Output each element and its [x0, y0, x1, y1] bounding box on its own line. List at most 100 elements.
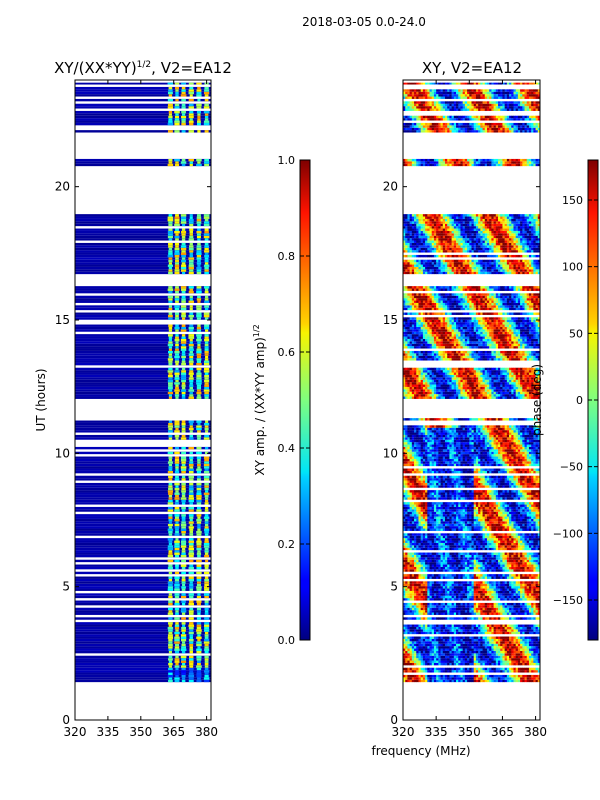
heatmap-cell — [467, 636, 470, 639]
heatmap-cell — [504, 641, 508, 644]
heatmap-cell — [425, 552, 428, 555]
heatmap-cell — [506, 641, 510, 644]
heatmap-cell — [447, 624, 450, 627]
heatmap-cell — [181, 382, 186, 385]
heatmap-cell — [517, 643, 521, 647]
heatmap-cell — [456, 540, 459, 543]
heatmap-cell — [188, 624, 195, 627]
heatmap-cell — [500, 612, 503, 615]
heatmap-cell — [444, 581, 448, 584]
heatmap-cell — [509, 586, 512, 589]
heatmap-cell — [167, 538, 174, 541]
heatmap-cell — [174, 446, 180, 450]
heatmap-cell — [174, 242, 180, 246]
heatmap-cell — [438, 626, 441, 630]
heatmap-cell — [522, 660, 525, 663]
heatmap-cell — [438, 542, 441, 546]
heatmap-cell — [520, 653, 523, 656]
heatmap-row — [75, 547, 211, 551]
heatmap-cell — [526, 542, 530, 546]
heatmap-cell — [447, 626, 450, 630]
heatmap-cell — [442, 576, 446, 579]
heatmap-cell — [471, 595, 475, 599]
heatmap-cell — [436, 677, 439, 680]
heatmap-cell — [196, 362, 202, 366]
heatmap-cell — [168, 228, 173, 231]
heatmap-cell — [196, 288, 202, 291]
heatmap-cell — [420, 574, 424, 577]
right-heatmap-image — [403, 82, 541, 683]
heatmap-cell — [175, 466, 179, 469]
heatmap-cell — [498, 590, 501, 594]
heatmap-cell — [75, 218, 211, 222]
heatmap-cell — [429, 641, 433, 644]
heatmap-cell — [504, 588, 508, 591]
heatmap-cell — [189, 530, 194, 534]
heatmap-cell — [469, 648, 472, 651]
heatmap-cell — [495, 643, 499, 647]
heatmap-cell — [442, 538, 446, 541]
heatmap-cell — [458, 538, 461, 541]
heatmap-cell — [438, 538, 441, 541]
heatmap-cell — [168, 458, 173, 462]
heatmap-cell — [524, 583, 528, 587]
heatmap-cell — [489, 547, 492, 551]
heatmap-cell — [469, 590, 472, 594]
heatmap-cell — [456, 562, 459, 565]
heatmap-cell — [526, 535, 530, 539]
heatmap-cell — [181, 130, 186, 133]
heatmap-cell — [180, 252, 187, 255]
heatmap-cell — [467, 658, 470, 661]
heatmap-cell — [174, 626, 180, 630]
heatmap-cell — [453, 588, 457, 591]
heatmap-cell — [180, 247, 187, 251]
heatmap-row — [75, 247, 211, 251]
heatmap-cell — [491, 557, 494, 560]
heatmap-cell — [531, 667, 534, 671]
heatmap-cell — [414, 554, 417, 558]
heatmap-cell — [442, 648, 446, 651]
heatmap-cell — [498, 607, 501, 611]
heatmap-cell — [429, 677, 433, 680]
heatmap-cell — [416, 629, 419, 632]
heatmap-cell — [482, 562, 486, 565]
heatmap-cell — [462, 559, 466, 563]
heatmap-cell — [475, 566, 479, 570]
heatmap-cell — [425, 533, 428, 536]
heatmap-cell — [531, 586, 534, 589]
heatmap-cell — [204, 533, 209, 536]
heatmap-cell — [425, 564, 428, 567]
heatmap-cell — [433, 562, 437, 565]
heatmap-cell — [442, 559, 446, 563]
heatmap-cell — [181, 235, 186, 239]
heatmap-row — [75, 427, 211, 431]
heatmap-cell — [188, 542, 194, 546]
heatmap-cell — [75, 502, 211, 505]
heatmap-cell — [204, 595, 209, 599]
heatmap-cell — [403, 670, 406, 673]
heatmap-cell — [181, 586, 186, 589]
heatmap-cell — [403, 607, 406, 611]
heatmap-cell — [418, 552, 421, 555]
heatmap-cell — [168, 617, 173, 620]
heatmap-cell — [409, 626, 413, 630]
heatmap-cell — [522, 564, 525, 567]
heatmap-cell — [495, 610, 499, 613]
heatmap-row — [75, 629, 211, 632]
heatmap-cell — [174, 595, 180, 599]
heatmap-cell — [511, 610, 514, 613]
heatmap-cell — [442, 605, 446, 608]
heatmap-cell — [444, 547, 448, 551]
heatmap-cell — [168, 307, 173, 311]
heatmap-cell — [484, 557, 488, 560]
heatmap-cell — [440, 650, 444, 654]
heatmap-cell — [469, 552, 472, 555]
heatmap-cell — [493, 593, 497, 596]
heatmap-cell — [416, 646, 419, 649]
heatmap-row — [75, 214, 211, 217]
heatmap-cell — [431, 566, 435, 570]
heatmap-cell — [478, 641, 481, 644]
heatmap-cell — [174, 264, 180, 267]
heatmap-cell — [495, 538, 499, 541]
heatmap-cell — [405, 607, 408, 611]
